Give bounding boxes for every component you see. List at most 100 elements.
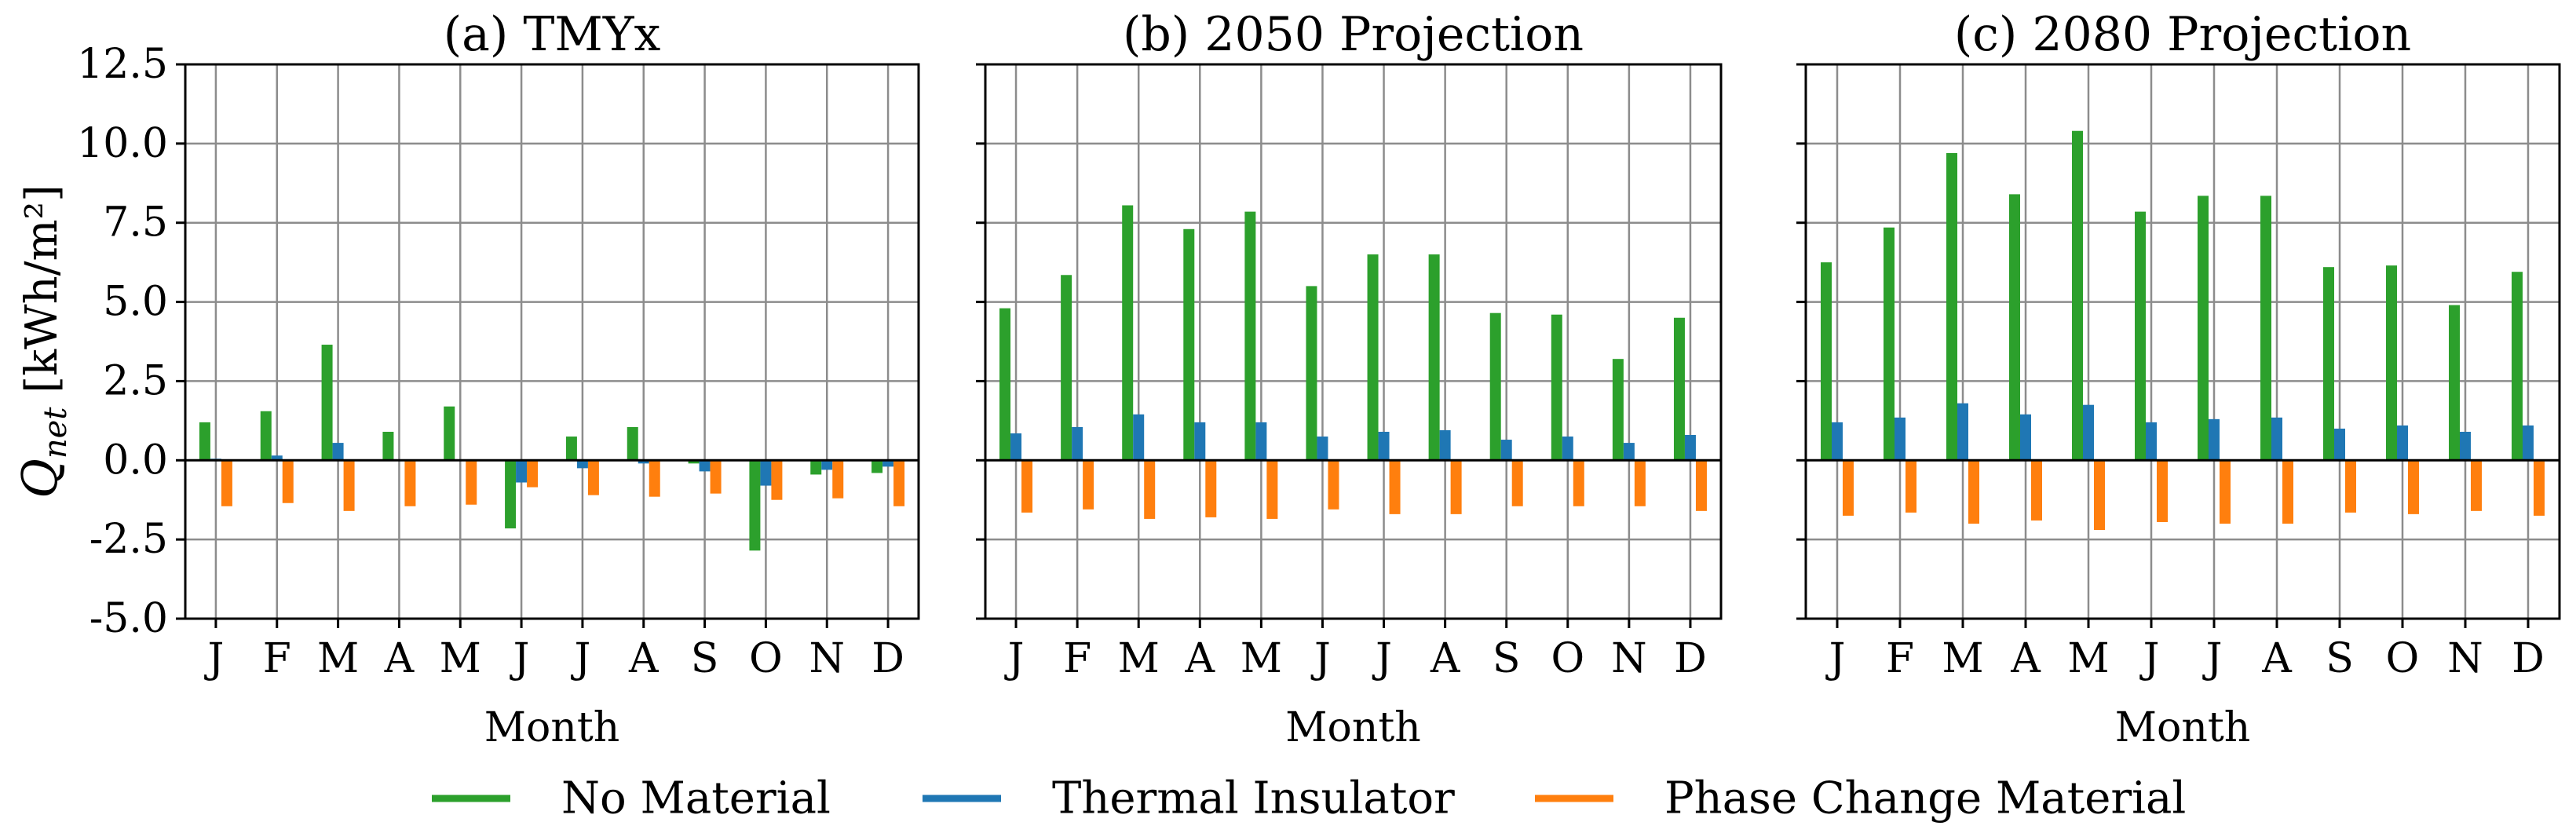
x-tick-label: J xyxy=(1372,635,1392,682)
plot-frame xyxy=(184,63,920,620)
x-tick-label: A xyxy=(1185,635,1216,682)
bar-phase-change-material-6 xyxy=(1328,460,1339,510)
x-tick-label: M xyxy=(1240,635,1282,682)
bar-thermal-insulator-4 xyxy=(1194,422,1206,461)
x-tick-label: S xyxy=(1493,635,1521,682)
bar-phase-change-material-5 xyxy=(2094,460,2105,531)
y-axis-label: Qnet [kWh/m²] xyxy=(11,185,74,499)
x-tick-label: A xyxy=(1430,635,1461,682)
bar-thermal-insulator-11 xyxy=(821,460,833,470)
y-tick-label: 7.5 xyxy=(103,199,168,247)
bar-thermal-insulator-11 xyxy=(2460,431,2471,461)
bar-no-material-8 xyxy=(627,426,638,461)
panel-1: -5.0-2.50.02.55.07.510.012.5J F M A M J J A S O N D… xyxy=(11,7,920,751)
bar-thermal-insulator-10 xyxy=(760,460,772,486)
bar-phase-change-material-2 xyxy=(1083,460,1094,510)
x-tick-label: M xyxy=(317,635,359,682)
x-tick-label: N xyxy=(809,635,846,682)
bar-no-material-4 xyxy=(382,431,394,461)
bar-no-material-10 xyxy=(1551,314,1562,461)
panel-title: (b) 2050 Projection xyxy=(1123,7,1584,62)
x-tick-label: N xyxy=(2447,635,2483,682)
bar-thermal-insulator-9 xyxy=(1500,440,1512,461)
bar-phase-change-material-3 xyxy=(1968,460,1979,524)
x-tick-label: N xyxy=(1611,635,1647,682)
bar-no-material-5 xyxy=(1244,211,1256,461)
x-tick-label: A xyxy=(628,635,660,682)
bar-no-material-11 xyxy=(2449,305,2460,461)
x-tick-label: A xyxy=(2010,635,2041,682)
bar-phase-change-material-11 xyxy=(1634,460,1646,506)
bar-thermal-insulator-2 xyxy=(1895,417,1906,461)
bar-phase-change-material-1 xyxy=(221,460,232,506)
legend-label: No Material xyxy=(561,773,831,824)
bar-no-material-12 xyxy=(871,460,883,473)
bar-no-material-11 xyxy=(810,460,822,475)
x-tick-label: J xyxy=(1825,635,1846,682)
bar-thermal-insulator-2 xyxy=(271,455,283,461)
x-tick-label: A xyxy=(2261,635,2293,682)
y-tick-label: 12.5 xyxy=(77,41,168,88)
x-tick-label: F xyxy=(1063,635,1091,682)
bar-phase-change-material-4 xyxy=(404,460,416,506)
bar-no-material-5 xyxy=(444,406,455,461)
bar-phase-change-material-2 xyxy=(1906,460,1916,513)
bar-no-material-6 xyxy=(1306,286,1317,461)
bar-thermal-insulator-9 xyxy=(699,460,711,472)
bar-phase-change-material-4 xyxy=(2031,460,2042,521)
bar-phase-change-material-8 xyxy=(1450,460,1462,514)
bar-no-material-2 xyxy=(1884,227,1895,461)
y-tick-label: 2.5 xyxy=(103,357,168,404)
bar-no-material-9 xyxy=(2323,267,2334,461)
bar-no-material-3 xyxy=(321,345,333,461)
bar-no-material-7 xyxy=(2198,195,2209,461)
bar-thermal-insulator-9 xyxy=(2334,428,2345,461)
bar-thermal-insulator-10 xyxy=(2397,425,2408,461)
bar-thermal-insulator-8 xyxy=(638,460,649,464)
bar-thermal-insulator-8 xyxy=(2271,417,2282,461)
bar-no-material-8 xyxy=(2260,195,2271,461)
x-tick-label: M xyxy=(2067,635,2109,682)
bar-thermal-insulator-12 xyxy=(882,460,894,467)
bar-phase-change-material-11 xyxy=(2471,460,2482,511)
bar-thermal-insulator-2 xyxy=(1072,426,1083,461)
bar-no-material-9 xyxy=(1489,312,1501,461)
y-tick-label: 10.0 xyxy=(77,120,168,167)
bar-phase-change-material-1 xyxy=(1021,460,1033,513)
bar-phase-change-material-6 xyxy=(2157,460,2168,522)
bar-phase-change-material-4 xyxy=(1205,460,1217,517)
x-tick-label: S xyxy=(2326,635,2354,682)
bar-thermal-insulator-8 xyxy=(1439,429,1451,461)
x-tick-label: J xyxy=(203,635,224,682)
y-tick-label: -2.5 xyxy=(90,516,168,563)
x-tick-label: O xyxy=(1551,635,1584,682)
bar-phase-change-material-12 xyxy=(1695,460,1707,511)
bar-no-material-4 xyxy=(2009,194,2020,461)
bar-phase-change-material-8 xyxy=(2282,460,2293,524)
bar-no-material-8 xyxy=(1428,254,1440,461)
x-tick-label: J xyxy=(1310,635,1331,682)
y-tick-label: 0.0 xyxy=(103,437,168,484)
bar-phase-change-material-9 xyxy=(710,460,722,494)
bar-thermal-insulator-3 xyxy=(1957,403,1968,461)
bar-no-material-2 xyxy=(1061,275,1072,461)
legend-label: Thermal Insulator xyxy=(1052,773,1455,824)
panel-title: (a) TMYx xyxy=(444,7,661,62)
bar-no-material-3 xyxy=(1946,152,1957,461)
bar-phase-change-material-10 xyxy=(1573,460,1584,506)
bar-no-material-6 xyxy=(2135,211,2146,461)
bar-phase-change-material-1 xyxy=(1843,460,1854,516)
y-tick-label: 5.0 xyxy=(103,279,168,326)
x-tick-label: D xyxy=(871,635,904,682)
x-axis-label: Month xyxy=(2115,704,2250,751)
x-tick-label: F xyxy=(1886,635,1914,682)
bar-phase-change-material-7 xyxy=(587,460,599,495)
bar-thermal-insulator-7 xyxy=(2209,418,2220,461)
x-tick-label: M xyxy=(1942,635,1983,682)
bar-no-material-7 xyxy=(1367,254,1379,461)
bar-phase-change-material-5 xyxy=(1266,460,1278,519)
x-tick-label: J xyxy=(1004,635,1025,682)
bar-thermal-insulator-6 xyxy=(2146,422,2157,461)
bar-thermal-insulator-1 xyxy=(1832,422,1843,461)
x-tick-label: D xyxy=(2512,635,2545,682)
